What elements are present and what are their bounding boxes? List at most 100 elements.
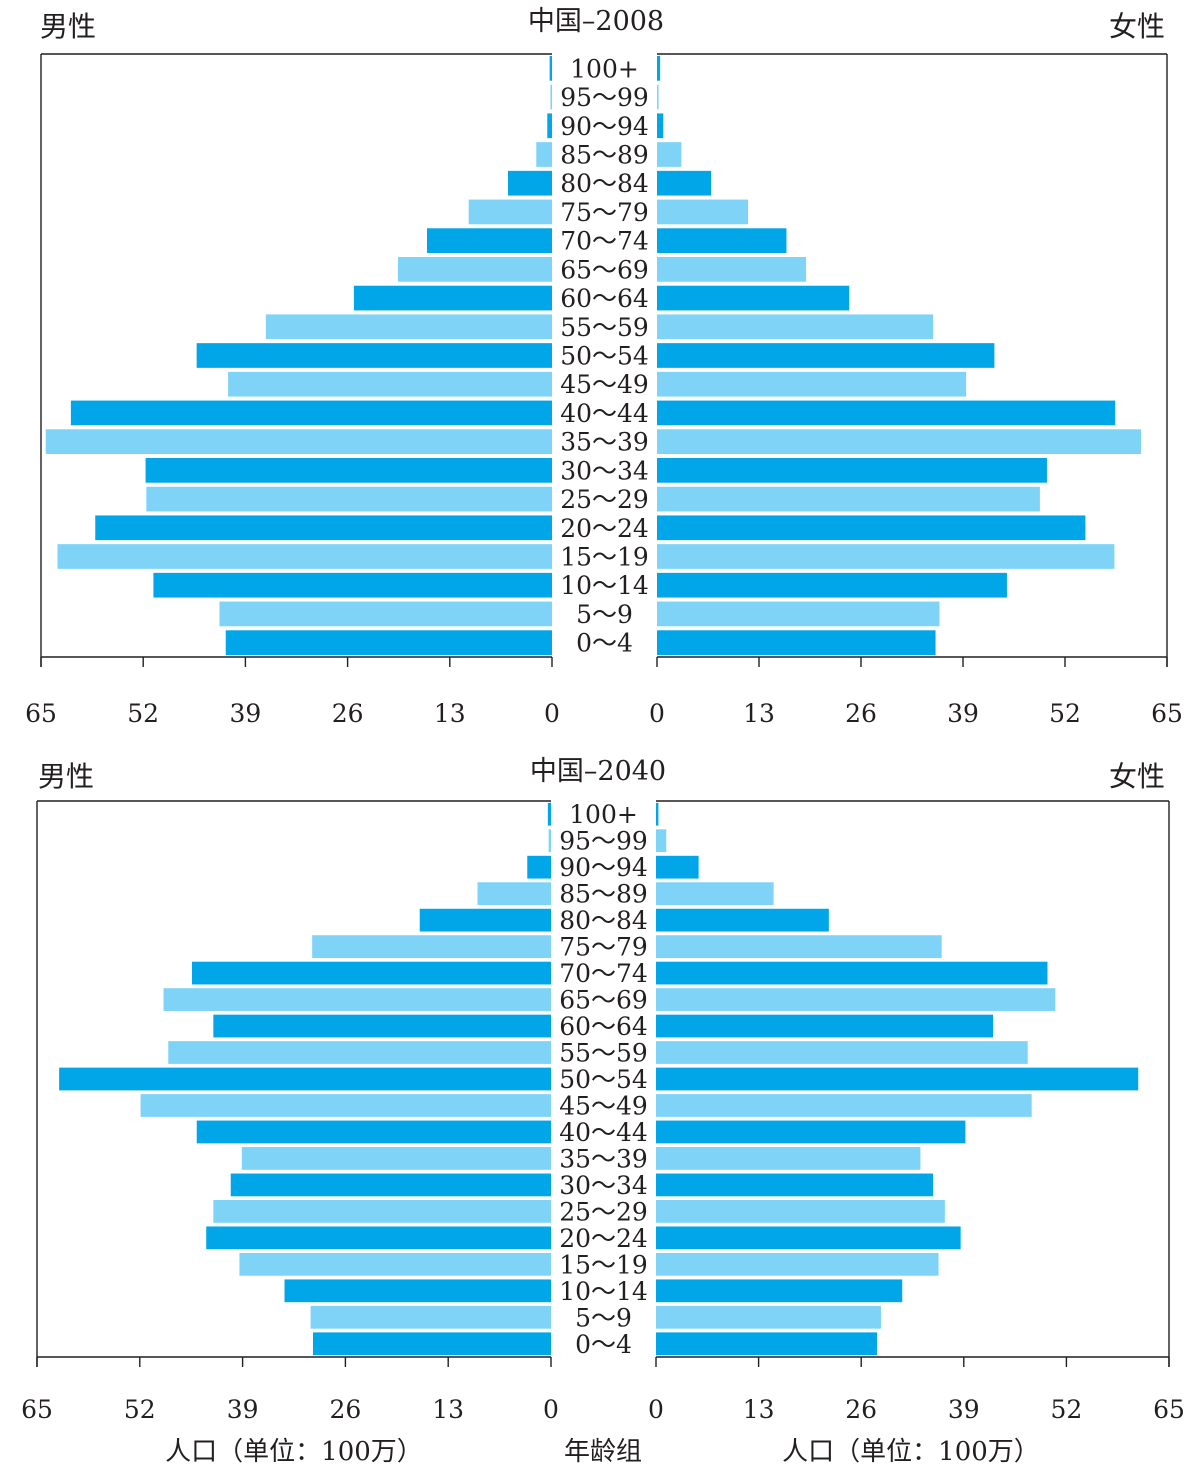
male-bar [206,1226,551,1250]
age-group-label: 35～39 [559,1144,648,1173]
male-bar [225,630,552,655]
female-bar [657,601,940,627]
female-bar [656,1199,945,1223]
female-bar [657,285,850,311]
male-bar [536,142,552,167]
female-bar [656,802,659,826]
female-bar [656,1041,1028,1064]
male-bar [547,113,552,139]
female-tick-label: 65 [1151,699,1183,728]
age-group-label: 55～59 [560,313,649,342]
age-group-label: 40～44 [560,399,649,428]
age-group-label: 40～44 [559,1118,648,1147]
age-group-label: 5～9 [576,600,633,629]
age-group-label: 50～54 [560,342,649,371]
female-bar [657,84,659,110]
female-bar [656,1147,921,1170]
female-bar [657,429,1142,454]
male-bar [427,228,552,253]
age-group-label: 90～94 [559,853,648,882]
age-group-label: 0～4 [576,629,633,658]
male-tick-label: 0 [544,699,560,728]
female-bar [657,56,661,81]
male-tick-label: 52 [124,1395,156,1424]
male-bar [213,1199,551,1223]
age-group-label: 60～64 [560,284,649,313]
male-tick-label: 26 [332,699,364,728]
female-bar [656,1067,1139,1091]
chart-2008: 中国–2008 男性 女性 100+95～9990～9485～8980～8475… [25,6,1183,728]
female-tick-label: 0 [648,1395,664,1424]
chart-2040: 中国–2040 男性 女性 100+95～9990～9485～8980～8475… [21,756,1185,1424]
male-bar [397,257,552,282]
male-bar [196,343,553,368]
male-bar [527,855,551,879]
male-bar [312,1332,551,1356]
age-group-label: 90～94 [560,112,649,141]
female-bar [657,343,995,368]
age-group-label: 75～79 [559,933,648,962]
age-group-label: 年龄组 [564,1437,642,1467]
female-tick-label: 65 [1153,1395,1185,1424]
age-group-label: 30～34 [560,456,649,485]
female-bar [656,1173,934,1197]
age-group-label: 15～19 [560,543,649,572]
female-bar [657,314,934,340]
female-bar [656,961,1048,985]
male-bar [239,1252,551,1276]
age-group-label: 35～39 [560,428,649,457]
female-bar [657,400,1116,426]
male-bar [163,988,551,1011]
male-tick-label: 26 [329,1395,361,1424]
female-bar [656,1120,966,1144]
male-tick-label: 65 [21,1395,53,1424]
female-tick-label: 52 [1049,699,1081,728]
female-tick-label: 39 [947,699,979,728]
male-bar [140,1094,552,1117]
male-bar [548,829,551,853]
age-group-label: 15～19 [559,1250,648,1279]
footer: 人口（单位：100万） 年龄组 人口（单位：100万） [165,1437,1040,1467]
female-tick-label: 26 [845,1395,877,1424]
female-bar [656,1279,903,1303]
male-label: 男性 [40,10,96,43]
male-bar [145,458,552,483]
age-group-label: 70～74 [560,227,649,256]
male-label: 男性 [38,760,94,793]
female-bar [657,228,787,253]
female-bar [657,113,664,139]
female-bar [656,935,942,959]
age-group-label: 45～49 [559,1091,648,1120]
female-tick-label: 0 [649,699,665,728]
chart-title: 中国–2008 [528,6,664,37]
age-group-label: 5～9 [575,1303,632,1332]
right-axis-label: 人口（单位：100万） [782,1437,1040,1467]
age-group-label: 30～34 [559,1171,648,1200]
male-tick-label: 39 [227,1395,259,1424]
female-bar [657,515,1086,541]
age-group-label: 25～29 [560,485,649,514]
female-bar [657,458,1047,483]
age-group-label: 50～54 [559,1065,648,1094]
male-bar [310,1305,551,1329]
chart-title: 中国–2040 [530,756,666,787]
age-group-label: 100+ [570,54,639,83]
age-group-label: 60～64 [559,1012,648,1041]
female-bar [656,988,1056,1011]
female-bar [657,544,1115,569]
female-tick-label: 52 [1050,1395,1082,1424]
male-bar [419,908,551,932]
age-group-label: 65～69 [560,255,649,284]
female-bar [657,257,807,282]
female-bar [657,572,1007,598]
male-bar [265,314,552,340]
age-group-label: 85～89 [560,141,649,170]
male-bar [468,199,552,225]
age-group-label: 25～29 [559,1197,648,1226]
male-tick-label: 13 [434,699,466,728]
male-tick-label: 65 [25,699,57,728]
age-group-label: 95～99 [559,827,648,856]
female-bar [656,829,667,853]
age-group-label: 75～79 [560,198,649,227]
age-group-label: 80～84 [559,906,648,935]
